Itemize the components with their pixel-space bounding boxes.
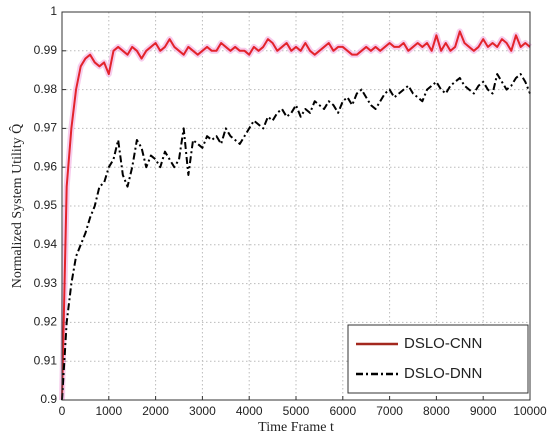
y-tick-label: 0.94 [34,237,58,251]
x-tick-label: 4000 [236,404,263,418]
legend-label: DSLO-DNN [404,365,482,382]
legend-box [347,324,529,394]
legend-label: DSLO-CNN [404,335,482,352]
y-tick-label: 0.95 [34,198,58,212]
plot-frame [61,11,531,401]
x-tick-label: 5000 [283,404,310,418]
x-axis-label: Time Frame t [258,420,334,435]
y-tick-label: 0.96 [34,159,58,173]
y-tick-label: 0.97 [34,121,58,135]
legend: DSLO-CNN DSLO-DNN [347,324,529,394]
line [61,73,531,401]
x-tick-label: 8000 [423,404,450,418]
x-tick-label: 7000 [376,404,403,418]
line [61,30,531,401]
y-tick-label: 0.91 [34,353,58,367]
y-tick-label: 0.92 [34,315,58,329]
y-tick-label: 0.93 [34,276,58,290]
x-tick-label: 2000 [142,404,169,418]
x-tick-label: 1000 [95,404,122,418]
y-tick-label: 0.9 [40,392,57,406]
y-axis-label: Normalized System Utility Q̂ [8,124,25,288]
x-tick-label: 9000 [470,404,497,418]
x-tick-label: 10000 [513,404,547,418]
x-tick-label: 0 [59,404,66,418]
y-tick-label: 0.98 [34,82,58,96]
x-tick-label: 3000 [189,404,216,418]
y-tick-label: 0.99 [34,43,58,57]
y-tick-label: 1 [50,4,57,18]
x-tick-label: 6000 [329,404,356,418]
